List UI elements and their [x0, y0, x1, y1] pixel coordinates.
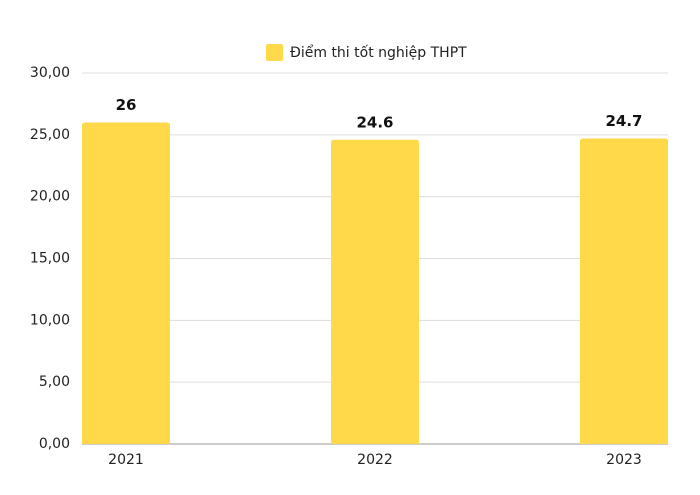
y-tick-label: 15,00	[30, 251, 70, 267]
x-tick-label: 2022	[357, 452, 393, 468]
value-label: 24.6	[356, 113, 393, 131]
x-tick-label: 2021	[108, 452, 144, 468]
bar	[331, 139, 419, 444]
y-tick-label: 30,00	[30, 65, 70, 81]
value-label: 26	[116, 96, 137, 114]
y-tick-label: 0,00	[39, 436, 70, 452]
y-tick-label: 5,00	[39, 374, 70, 390]
x-tick-label: 2023	[606, 452, 642, 468]
bar	[580, 138, 668, 444]
legend-label: Điểm thi tốt nghiệp THPT	[290, 44, 467, 61]
y-tick-label: 20,00	[30, 189, 70, 205]
bar	[82, 122, 170, 444]
legend-swatch	[266, 44, 283, 61]
y-tick-label: 25,00	[30, 127, 70, 143]
y-tick-label: 10,00	[30, 312, 70, 328]
value-label: 24.7	[605, 112, 642, 130]
